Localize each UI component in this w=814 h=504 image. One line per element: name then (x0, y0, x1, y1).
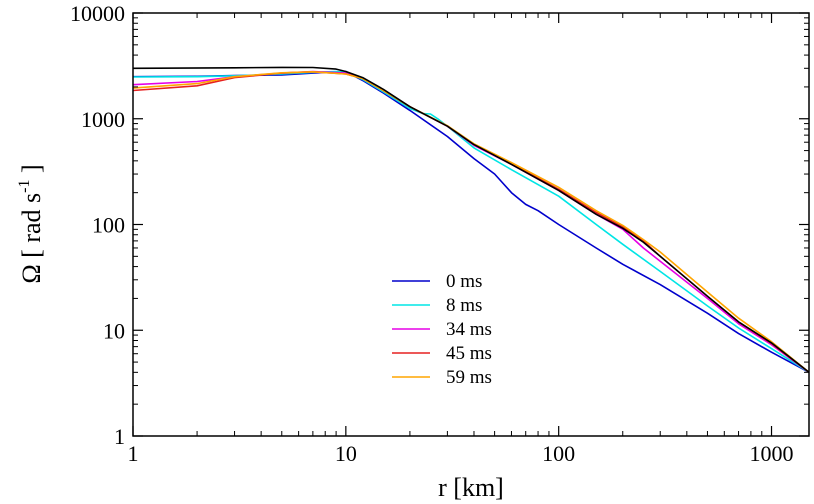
legend-label: 0 ms (446, 271, 482, 292)
legend-label: 59 ms (446, 367, 492, 388)
series-line-0-ms (132, 70, 810, 374)
x-tick-label: 10 (335, 441, 357, 466)
y-axis-label: Ω [ rad s-1 ] (16, 164, 46, 283)
x-tick-label: 1 (128, 441, 139, 466)
legend-label: 34 ms (446, 319, 492, 340)
plot-lines (132, 66, 810, 374)
y-tick-label: 1000 (81, 107, 125, 132)
axes-ticks: 1 10 100 1000 1 10 100 1000 10000 (70, 1, 809, 466)
x-tick-label: 1000 (750, 441, 794, 466)
y-tick-label: 10 (103, 318, 125, 343)
y-axis-label-main: Ω [ rad s (17, 193, 46, 284)
x-axis-label: r [km] (438, 473, 504, 502)
legend: 0 ms 8 ms 34 ms 45 ms 59 ms (392, 271, 492, 388)
x-tick-label: 100 (542, 441, 575, 466)
y-tick-label: 1 (114, 424, 125, 449)
legend-label: 8 ms (446, 295, 482, 316)
y-tick-label: 100 (92, 213, 125, 238)
legend-label: 45 ms (446, 343, 492, 364)
y-axis-label-superscript: -1 (16, 180, 33, 193)
series-line-reference-5 (132, 66, 810, 373)
y-axis-label-end: ] (17, 164, 46, 179)
y-tick-label: 10000 (70, 1, 125, 26)
